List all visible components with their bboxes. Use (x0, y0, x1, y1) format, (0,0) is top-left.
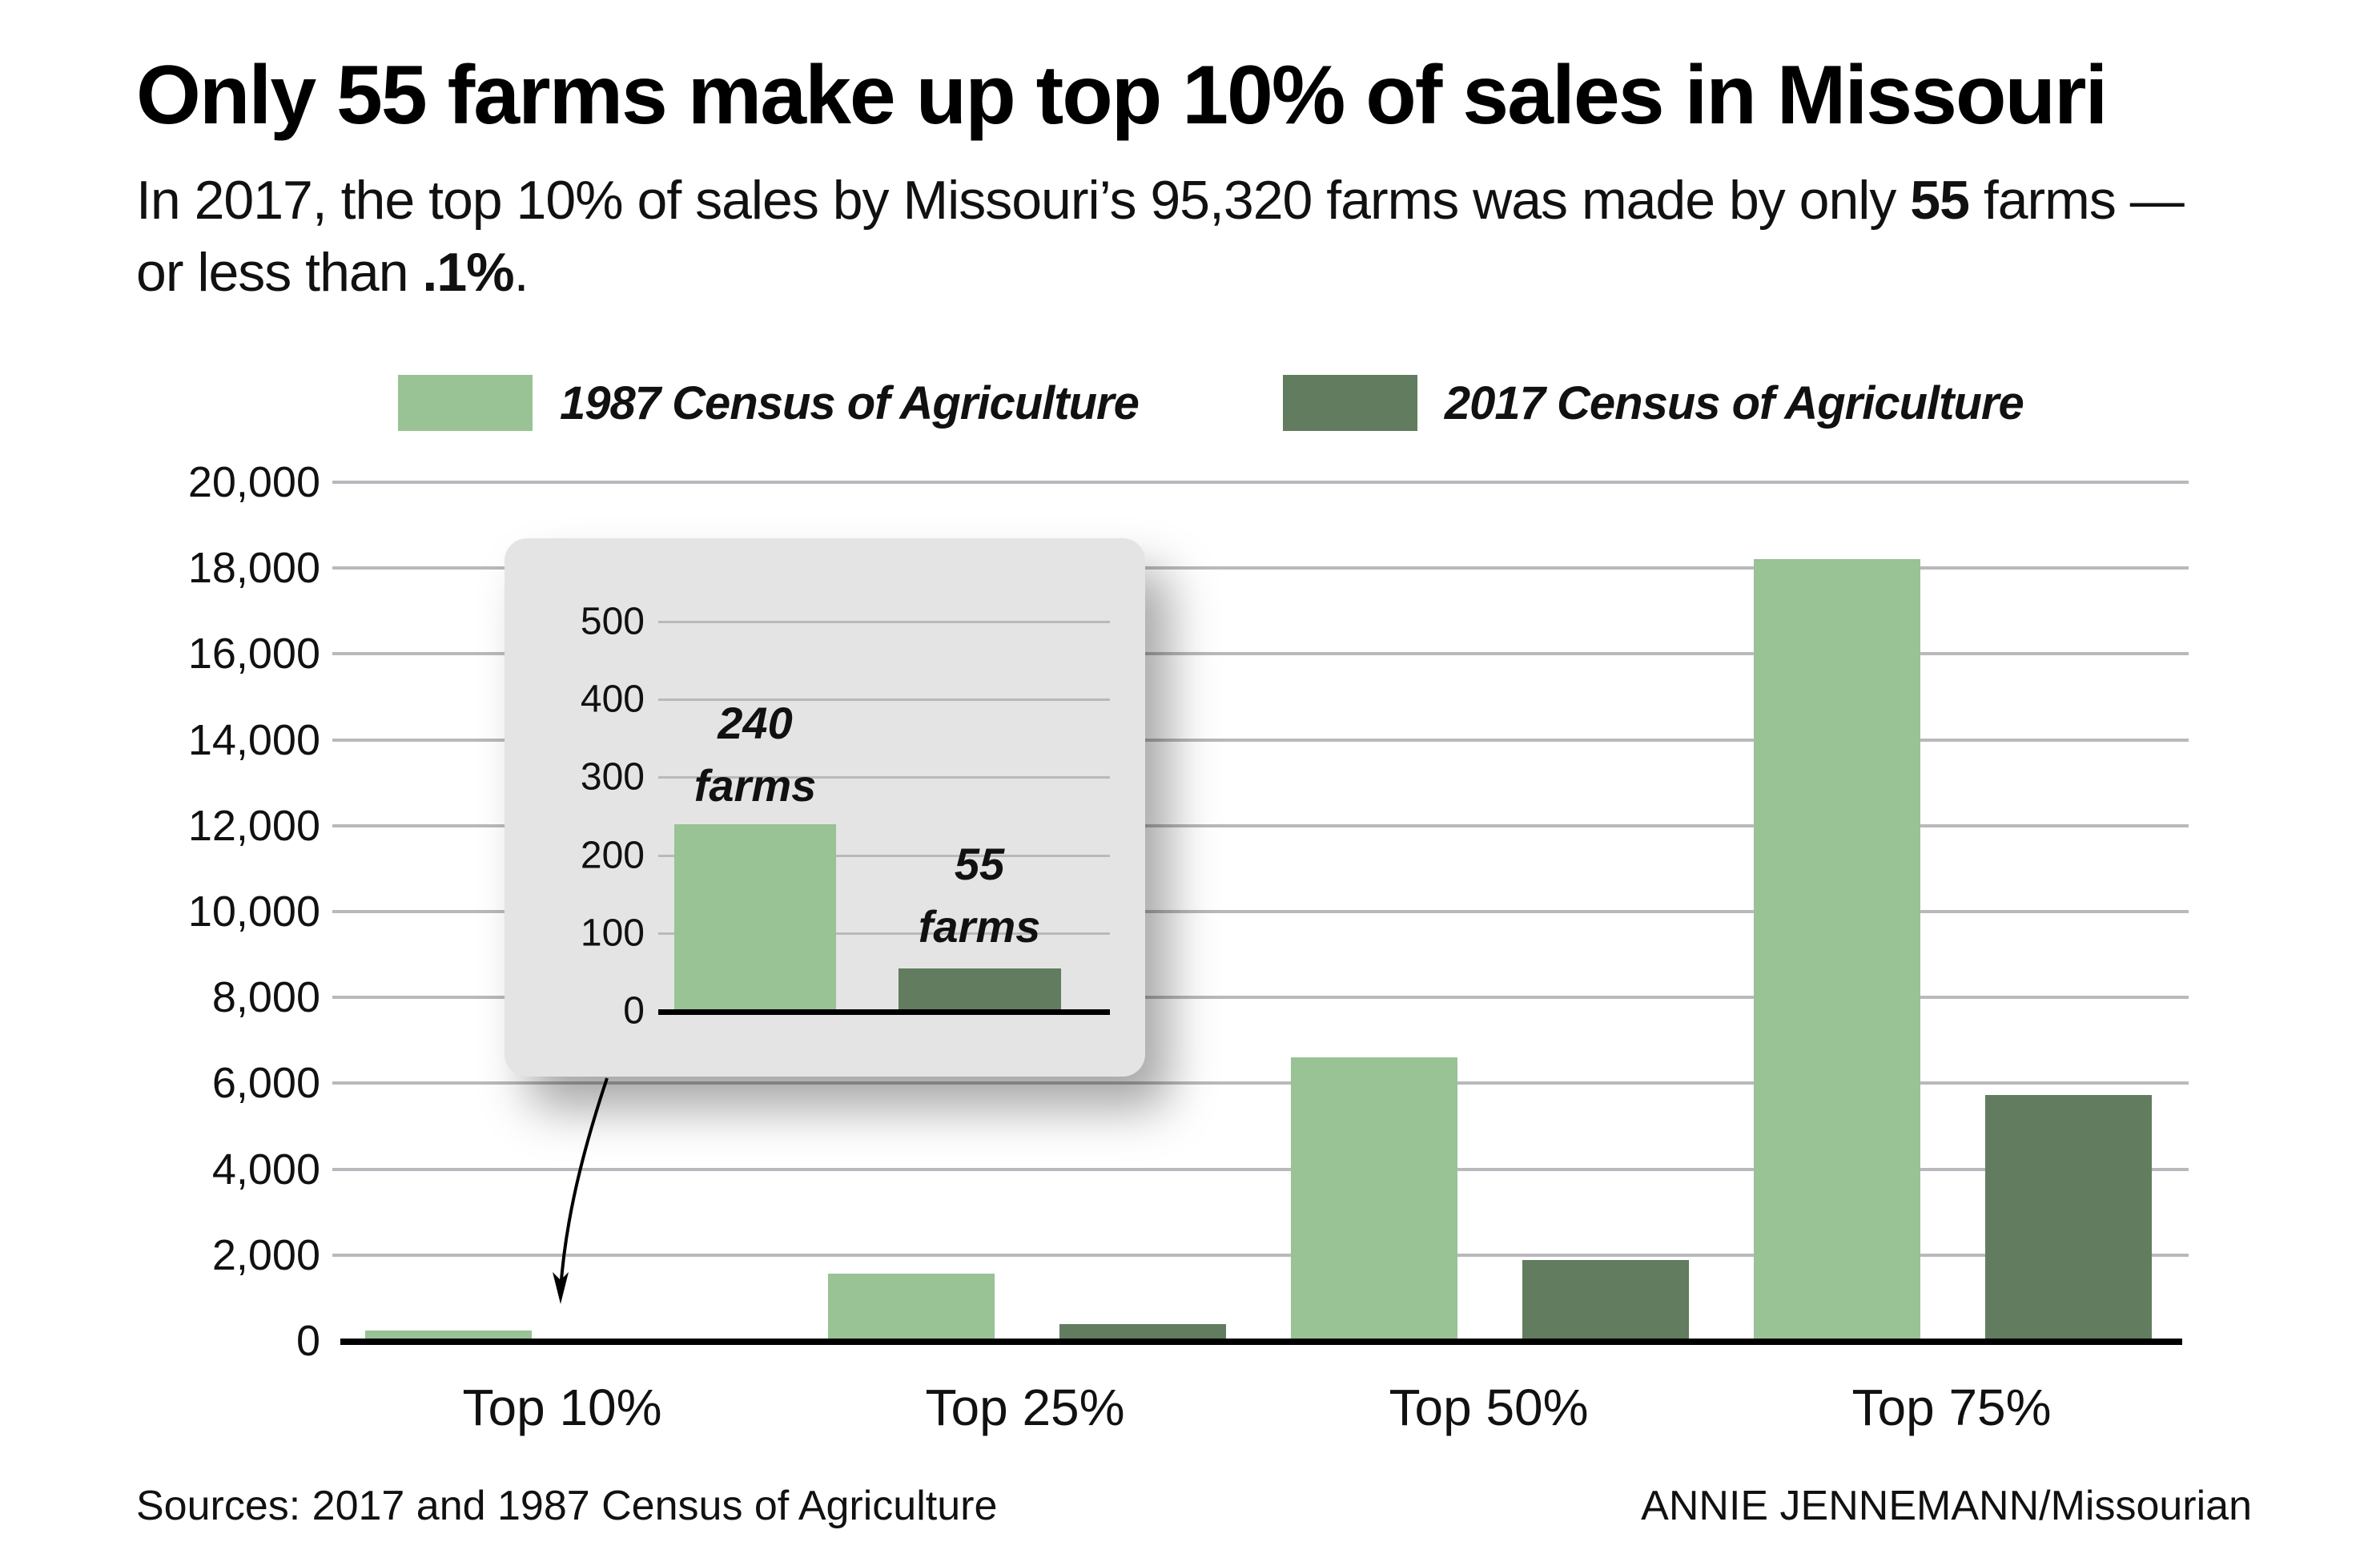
bar-top25-2017 (1059, 1324, 1226, 1341)
inset-gridline (658, 932, 1110, 935)
y-tick: 8,000 (211, 973, 320, 1021)
gridline (332, 652, 2189, 655)
inset-chart-top10: 500 400 300 200 100 0 240 farms 55 farms (505, 538, 1145, 1077)
inset-y-tick: 400 (580, 678, 645, 721)
subtitle-text: . (513, 242, 529, 303)
inset-bar-2017 (899, 968, 1061, 1011)
y-tick: 0 (295, 1317, 320, 1365)
x-tick: Top 25% (925, 1379, 1125, 1436)
inset-y-tick: 500 (580, 600, 645, 643)
gridline (332, 1081, 2189, 1085)
subtitle-bold-percent: .1% (422, 242, 514, 303)
legend-swatch-2017 (1282, 375, 1417, 431)
inset-gridline (658, 621, 1110, 623)
y-tick: 10,000 (187, 888, 320, 936)
gridline (332, 910, 2189, 913)
inset-gridline (658, 776, 1110, 779)
inset-label-unit: farms (693, 760, 817, 811)
subtitle-text: farms — or less than (136, 170, 2185, 303)
gridline (332, 1168, 2189, 1171)
chart-title: Only 55 farms make up top 10% of sales i… (136, 49, 2108, 142)
inset-x-axis-line (658, 1009, 1110, 1015)
y-tick: 14,000 (187, 716, 320, 764)
sources-label: Sources: (136, 1483, 301, 1529)
bar-top75-2017 (1985, 1095, 2152, 1341)
x-tick: Top 10% (462, 1379, 662, 1436)
gridline (332, 481, 2189, 484)
credit-line: ANNIE JENNEMANN/Missourian (1641, 1482, 2252, 1530)
y-tick: 2,000 (211, 1231, 320, 1279)
gridline (332, 566, 2189, 570)
credit-organization: /Missourian (2039, 1483, 2252, 1529)
legend-item-1987: 1987 Census of Agriculture (398, 375, 1140, 431)
y-tick: 16,000 (187, 630, 320, 678)
subtitle-text: In 2017, the top 10% of sales by Missour… (136, 170, 1911, 231)
chart-subtitle: In 2017, the top 10% of sales by Missour… (136, 164, 2218, 308)
bar-top10-1987 (365, 1331, 532, 1341)
sources-text: 2017 and 1987 Census of Agriculture (300, 1483, 998, 1529)
x-axis-line (340, 1339, 2182, 1345)
inset-y-tick: 300 (580, 755, 645, 799)
bar-top25-1987 (828, 1274, 995, 1341)
inset-y-tick: 0 (623, 989, 645, 1033)
bar-top50-1987 (1291, 1057, 1457, 1341)
legend-item-2017: 2017 Census of Agriculture (1282, 375, 2024, 431)
inset-label-1987: 240 farms (651, 692, 859, 817)
legend-label: 2017 Census of Agriculture (1444, 376, 2024, 429)
legend-label: 1987 Census of Agriculture (560, 376, 1140, 429)
inset-gridline (658, 855, 1110, 857)
subtitle-bold-count: 55 (1910, 170, 1970, 231)
inset-label-2017: 55 farms (875, 833, 1083, 958)
gridline (332, 824, 2189, 827)
inset-gridline (658, 698, 1110, 701)
bar-top75-1987 (1754, 559, 1920, 1341)
gridline (332, 996, 2189, 999)
gridline (332, 739, 2189, 742)
y-tick: 20,000 (187, 458, 320, 506)
y-tick: 4,000 (211, 1145, 320, 1194)
y-tick: 12,000 (187, 802, 320, 850)
legend-swatch-1987 (398, 375, 533, 431)
bar-top50-2017 (1522, 1260, 1689, 1341)
inset-label-unit: farms (918, 901, 1041, 952)
x-tick: Top 50% (1389, 1379, 1589, 1436)
inset-bar-1987 (674, 824, 836, 1011)
inset-label-value: 55 (954, 839, 1005, 889)
legend: 1987 Census of Agriculture 2017 Census o… (398, 375, 2168, 431)
x-tick: Top 75% (1851, 1379, 2052, 1436)
sources-note: Sources: 2017 and 1987 Census of Agricul… (136, 1482, 997, 1530)
inset-y-tick: 100 (580, 912, 645, 955)
inset-label-value: 240 (718, 698, 793, 748)
inset-y-tick: 200 (580, 834, 645, 877)
y-tick: 18,000 (187, 544, 320, 592)
credit-author: ANNIE JENNEMANN (1641, 1483, 2040, 1529)
y-tick: 6,000 (211, 1059, 320, 1107)
gridline (332, 1254, 2189, 1257)
